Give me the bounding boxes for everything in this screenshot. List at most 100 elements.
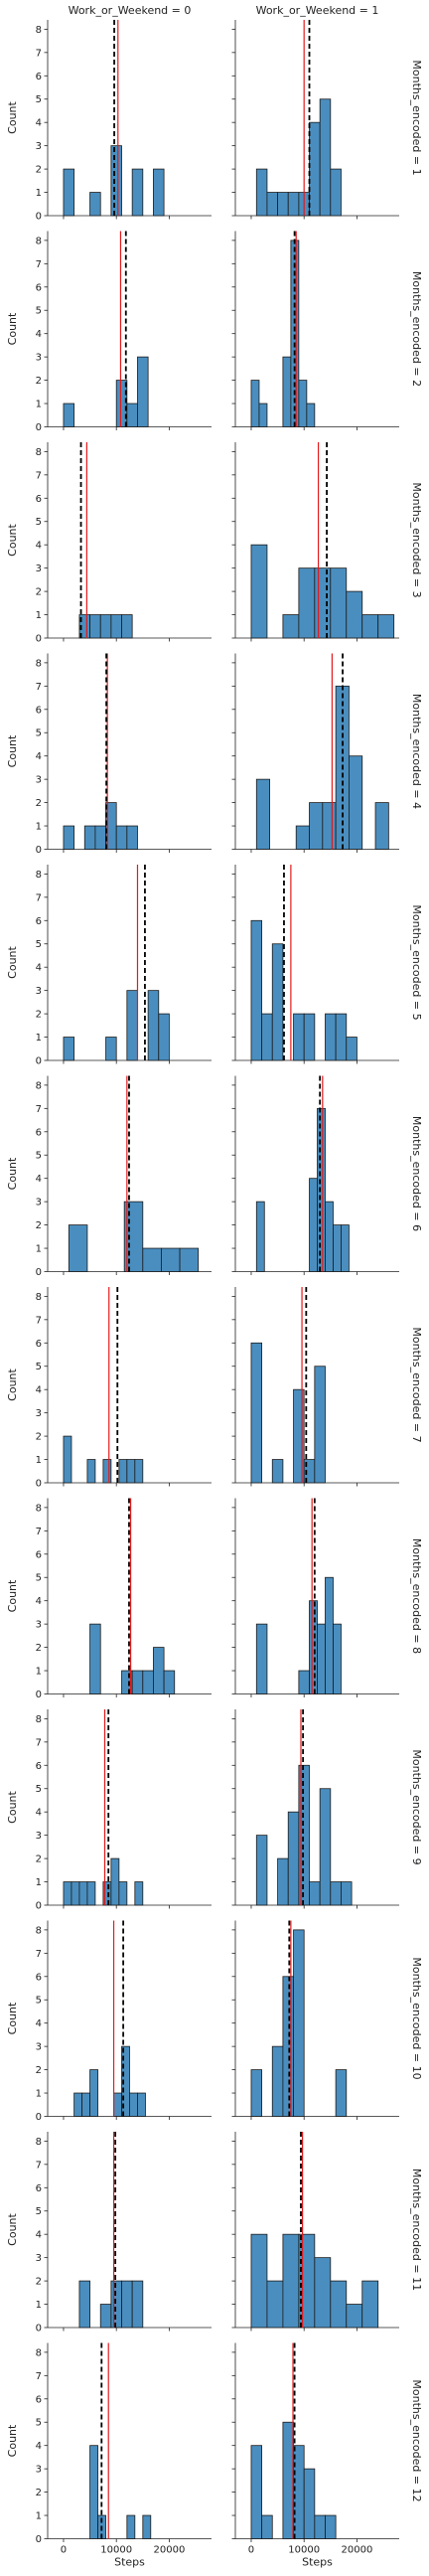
histogram-bar [163, 1670, 176, 1694]
histogram-bar [131, 2280, 144, 2329]
histogram-bar [325, 1576, 334, 1694]
y-tick-label: 0 [36, 634, 42, 645]
y-tick-label: 4 [36, 2441, 42, 2452]
histogram-bar [250, 2233, 268, 2329]
y-tick-label: 6 [36, 1549, 42, 1560]
column-title-0: Work_or_Weekend = 0 [69, 4, 192, 17]
y-tick-label: 4 [36, 1596, 42, 1607]
histogram-bar [306, 402, 316, 427]
x-tick-label: 20000 [342, 2545, 373, 2556]
histogram-bar [346, 1037, 358, 1061]
y-axis-label: Count [6, 1157, 19, 1190]
y-axis-label: Count [6, 945, 19, 978]
y-tick-label: 5 [36, 1784, 42, 1795]
histogram-bar [134, 1881, 144, 1906]
histogram-bar [261, 2514, 273, 2539]
y-tick-label: 4 [36, 751, 42, 762]
histogram-bar [293, 2445, 305, 2539]
column-title-1: Work_or_Weekend = 1 [256, 4, 379, 17]
y-tick-label: 0 [36, 1056, 42, 1067]
histogram-bar [89, 2069, 98, 2117]
histogram-bar [261, 1013, 273, 1061]
y-axis-label: Count [6, 1790, 19, 1823]
histogram-bar [89, 2445, 98, 2539]
y-tick-label: 6 [36, 916, 42, 927]
row-title-7: Months_encoded = 7 [410, 1327, 423, 1442]
histogram-bar [110, 1857, 120, 1906]
histogram-bar [349, 755, 363, 850]
histogram-bar [63, 1435, 72, 1484]
histogram-bar [89, 614, 101, 639]
y-tick-label: 1 [36, 2511, 42, 2522]
histogram-bar [287, 1811, 300, 1906]
y-tick-label: 2 [36, 798, 42, 809]
y-tick-label: 5 [36, 939, 42, 950]
histogram-bar [126, 402, 138, 427]
y-tick-label: 7 [36, 1949, 42, 1960]
y-axis-label: Count [6, 2002, 19, 2034]
y-tick-label: 7 [36, 2160, 42, 2171]
y-tick-label: 6 [36, 2394, 42, 2405]
row-title-4: Months_encoded = 4 [410, 694, 423, 809]
y-axis-label: Count [6, 734, 19, 767]
y-tick-label: 2 [36, 2277, 42, 2288]
y-tick-label: 0 [36, 2112, 42, 2123]
histogram-bar [126, 2514, 136, 2539]
y-axis-label: Count [6, 2212, 19, 2245]
y-tick-label: 6 [36, 1972, 42, 1983]
y-tick-label: 5 [36, 1573, 42, 1584]
histogram-bar [110, 2280, 122, 2329]
histogram-bar [89, 192, 101, 217]
histogram-bar [271, 943, 284, 1061]
histogram-bar [330, 2280, 348, 2329]
y-tick-label: 1 [36, 610, 42, 621]
histogram-bar [333, 1224, 342, 1272]
y-tick-label: 8 [36, 1080, 42, 1091]
y-tick-label: 2 [36, 2488, 42, 2498]
y-tick-label: 8 [36, 25, 42, 36]
y-tick-label: 1 [36, 1455, 42, 1466]
y-tick-label: 1 [36, 400, 42, 410]
y-tick-label: 1 [36, 1877, 42, 1888]
y-axis-label: Count [6, 2424, 19, 2457]
histogram-bar [99, 2304, 112, 2329]
histogram-bar [78, 1881, 88, 1906]
y-tick-label: 8 [36, 236, 42, 246]
y-tick-label: 3 [36, 1620, 42, 1631]
y-tick-label: 8 [36, 658, 42, 669]
y-tick-label: 3 [36, 564, 42, 574]
histogram-bar [298, 567, 316, 639]
y-tick-label: 5 [36, 2206, 42, 2217]
histogram-bar [377, 614, 395, 639]
histogram-bar [346, 590, 363, 639]
row-title-8: Months_encoded = 8 [410, 1538, 423, 1654]
y-tick-label: 6 [36, 1761, 42, 1772]
y-tick-label: 2 [36, 1220, 42, 1231]
y-tick-label: 7 [36, 470, 42, 481]
y-tick-label: 1 [36, 2300, 42, 2311]
histogram-bar [126, 990, 138, 1061]
y-tick-label: 5 [36, 2418, 42, 2429]
y-tick-label: 8 [36, 1714, 42, 1725]
y-tick-label: 8 [36, 870, 42, 881]
histogram-bar [271, 2045, 284, 2117]
histogram-bar [293, 1013, 305, 1061]
histogram-bar [298, 380, 308, 427]
histogram-bar [63, 825, 75, 850]
histogram-bar [298, 1764, 310, 1906]
histogram-bar [309, 1881, 321, 1906]
y-tick-label: 5 [36, 94, 42, 105]
histogram-bar [309, 121, 321, 217]
y-tick-label: 2 [36, 1854, 42, 1865]
histogram-bar [314, 2514, 326, 2539]
y-tick-label: 2 [36, 1010, 42, 1021]
x-tick-label: 10000 [100, 2545, 132, 2556]
histogram-bar [86, 1881, 96, 1906]
y-tick-label: 4 [36, 1174, 42, 1185]
histogram-bar [341, 1881, 353, 1906]
row-title-12: Months_encoded = 12 [410, 2379, 423, 2501]
x-tick-label: 20000 [154, 2545, 186, 2556]
histogram-bar [303, 1013, 316, 1061]
histogram-bar [94, 825, 106, 850]
histogram-bar [255, 778, 270, 850]
